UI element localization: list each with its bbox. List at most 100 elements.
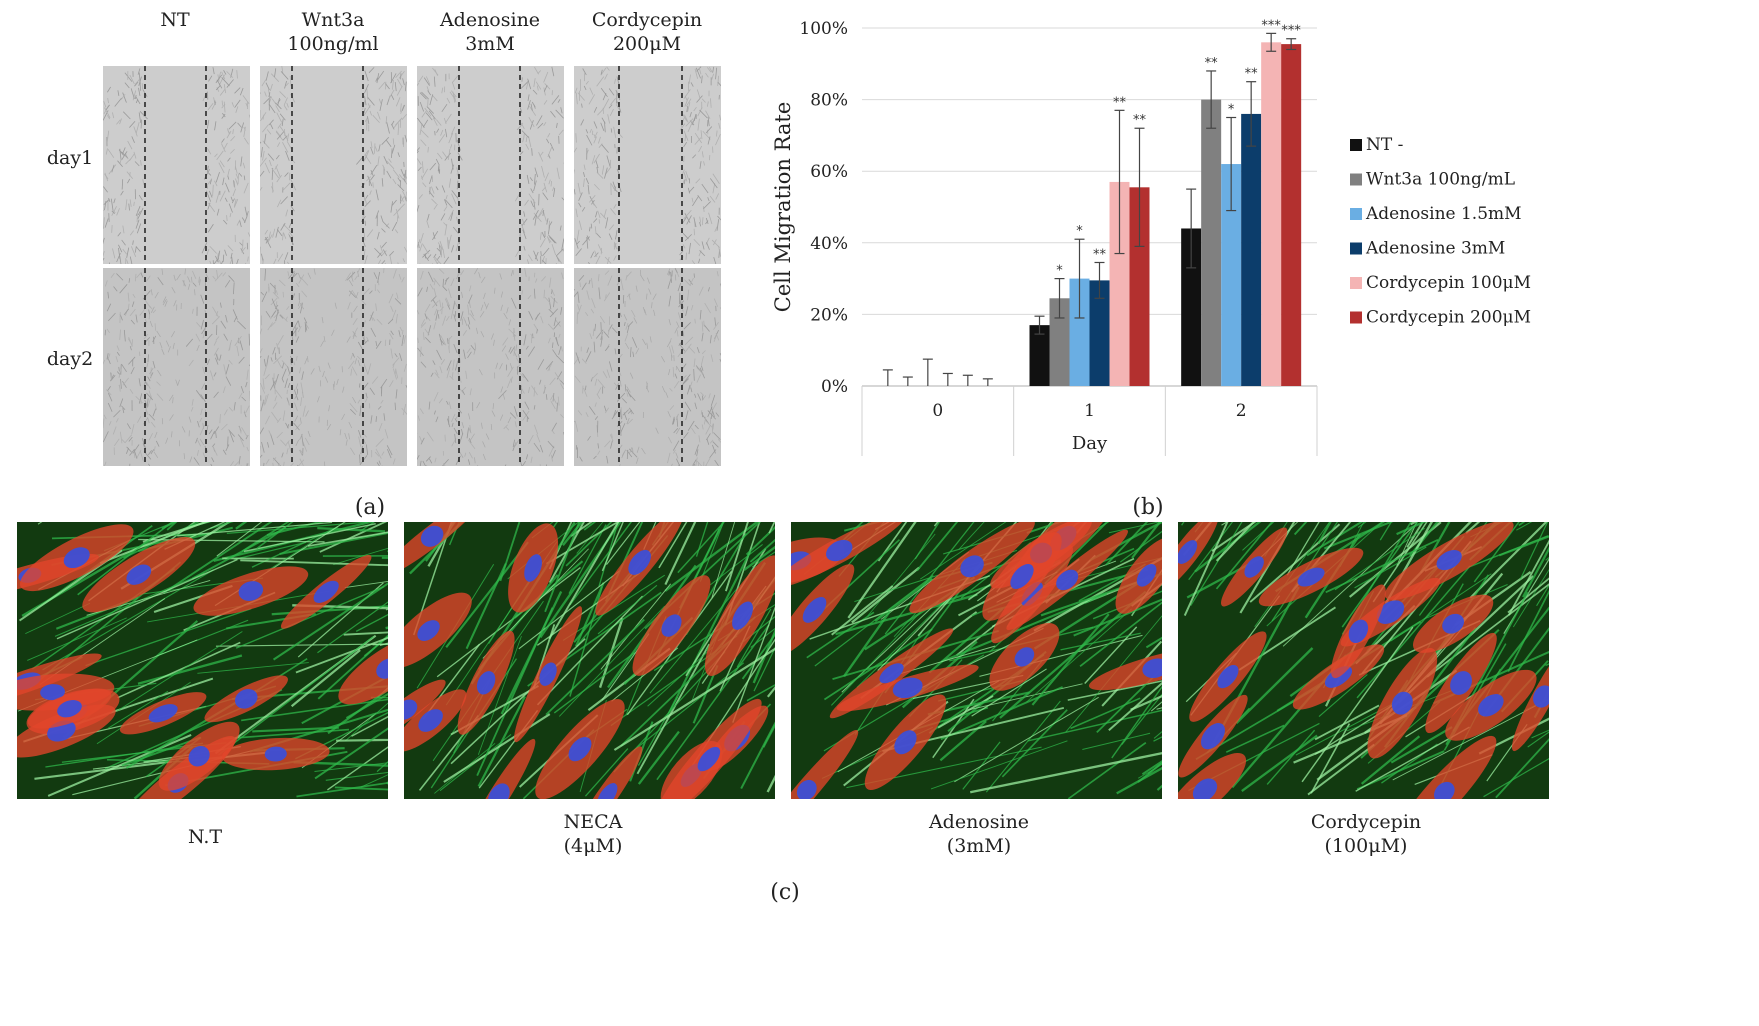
error-bar [1034,315,1045,335]
legend-swatch [1350,242,1362,255]
col-header-line2: 200μM [612,33,682,55]
legend-label: NT - [1366,135,1403,155]
col-header-line1: NT [160,9,190,31]
col-header-cordycepin: Cordycepin 200μM [572,8,722,56]
legend-label: Wnt3a 100ng/mL [1366,170,1515,190]
significance-marker: *** [1261,18,1281,33]
bar [1049,298,1070,386]
caption-line1: Adenosine [928,811,1030,833]
scratch-micrograph [574,66,721,264]
col-header-line1: Wnt3a [301,9,365,31]
significance-marker: * [1228,103,1235,118]
col-header-line1: Adenosine [439,9,541,31]
scratch-micrograph [417,268,564,466]
caption-line1: Cordycepin [1310,811,1422,833]
caption-adenosine: Adenosine (3mM) [874,810,1084,858]
fluorescence-micrograph [1178,522,1549,799]
fluorescence-micrograph [404,522,775,799]
error-bar [902,376,913,386]
bar [1109,181,1130,386]
y-tick-label: 60% [810,162,848,182]
x-tick-label: 0 [932,401,943,421]
panel-c-letter: (c) [770,880,800,905]
legend-label: Adenosine 3mM [1365,239,1505,259]
bar [1241,113,1262,387]
col-header-line2: 100ng/ml [287,33,379,55]
col-header-adenosine: Adenosine 3mM [415,8,565,56]
legend-swatch [1350,311,1362,324]
caption-line2: (3mM) [946,835,1012,857]
error-bar [1094,261,1105,299]
error-bar [1074,238,1085,319]
legend-label: Adenosine 1.5mM [1365,204,1522,224]
error-bar [1226,116,1237,212]
error-bar [1266,32,1277,52]
significance-marker: ** [1245,67,1259,82]
panel-a-letter: (a) [354,495,386,520]
error-bar [1114,109,1125,255]
error-bar [1186,188,1197,269]
x-axis-label: Day [1072,433,1108,454]
legend-swatch [1350,208,1362,220]
significance-marker: ** [1113,95,1127,110]
bar [1029,325,1050,386]
fluorescence-micrograph [17,522,388,799]
y-axis-label: Cell Migration Rate [771,102,795,313]
scratch-micrograph [260,66,407,264]
panel-b-letter: (b) [1132,495,1164,520]
caption-cordycepin: Cordycepin (100μM) [1261,810,1471,858]
col-header-wnt3a: Wnt3a 100ng/ml [258,8,408,56]
y-tick-label: 40% [810,234,848,254]
bar [1201,99,1222,386]
error-bar [1286,38,1297,51]
row-label-day1: day1 [46,147,94,169]
caption-neca: NECA (4μM) [488,810,698,858]
significance-marker: * [1056,264,1063,279]
legend-swatch [1350,277,1362,289]
caption-nt: N.T [100,825,310,849]
legend-swatch [1350,139,1362,151]
fluorescence-micrograph [791,522,1162,799]
x-tick-label: 2 [1236,401,1247,421]
x-tick-label: 1 [1084,401,1095,421]
error-bar [1246,81,1257,147]
caption-line2: (100μM) [1324,835,1408,857]
col-header-line2: 3mM [465,33,515,55]
scratch-micrograph [103,268,250,466]
error-bar [882,369,893,386]
bar [1281,44,1302,387]
bar [1089,280,1110,386]
col-header-nt: NT [100,8,250,32]
caption-line1: N.T [187,826,223,848]
row-label-day2: day2 [46,348,94,370]
legend-label: Cordycepin 200μM [1366,308,1531,328]
bar [1261,42,1282,386]
error-bar [922,358,933,386]
significance-marker: ** [1205,56,1219,71]
scratch-micrograph [574,268,721,466]
significance-marker: *** [1281,24,1301,39]
error-bar [942,372,953,386]
significance-marker: * [1076,224,1083,239]
y-tick-label: 100% [799,19,848,39]
error-bar [1054,278,1065,319]
legend-label: Cordycepin 100μM [1366,273,1531,293]
scratch-micrograph [417,66,564,264]
scratch-micrograph [103,66,250,264]
col-header-line1: Cordycepin [591,9,703,31]
significance-marker: ** [1093,247,1107,262]
y-tick-label: 0% [821,377,848,397]
caption-line1: NECA [563,811,623,833]
migration-bar-chart: 0% 20% 40% 60% 80% 100% 0 1 2 Day Cell Migration R… [771,18,1531,456]
significance-marker: ** [1133,113,1147,128]
scratch-micrograph [260,268,407,466]
error-bar [1134,127,1145,247]
error-bar [1206,70,1217,129]
legend-swatch [1350,173,1362,186]
error-bar [962,374,973,386]
y-tick-label: 80% [810,91,848,111]
y-tick-label: 20% [810,305,848,325]
bar [1221,164,1242,386]
caption-line2: (4μM) [563,835,623,857]
error-bar [982,378,993,386]
